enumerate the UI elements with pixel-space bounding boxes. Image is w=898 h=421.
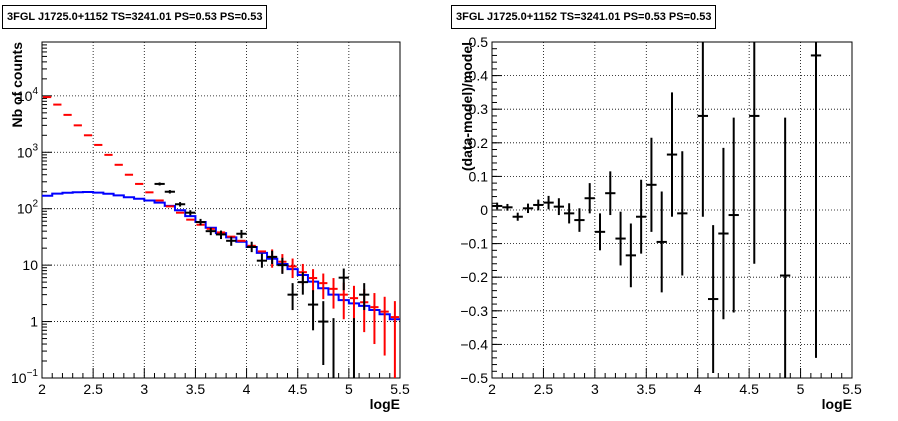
y-tick-label: 0 xyxy=(480,202,488,218)
y-axis-title: Nb of counts xyxy=(9,42,25,128)
plot-frame xyxy=(491,41,853,379)
x-tick-label: 2.5 xyxy=(534,381,554,397)
y-tick-label: 0.4 xyxy=(469,68,489,84)
y-tick-label: 102 xyxy=(17,199,39,217)
y-tick-label: −0.5 xyxy=(460,370,488,386)
y-tick-label: −0.4 xyxy=(460,336,488,352)
x-axis-title: logE xyxy=(822,396,852,412)
x-tick-label: 3.5 xyxy=(186,381,206,397)
y-tick-label: 10 xyxy=(22,257,38,273)
x-tick-label: 4 xyxy=(694,381,702,397)
residuals-chart-title: 3FGL J1725.0+1152 TS=3241.01 PS=0.53 PS=… xyxy=(451,5,717,29)
y-tick-label: 1 xyxy=(30,314,38,330)
x-tick-label: 5.5 xyxy=(842,381,862,397)
counts-chart-title: 3FGL J1725.0+1152 TS=3241.01 PS=0.53 PS=… xyxy=(2,5,268,29)
y-tick-label: 104 xyxy=(17,86,39,104)
y-tick-label: 0.2 xyxy=(469,135,489,151)
x-tick-label: 4.5 xyxy=(288,381,308,397)
y-tick-label: 0.3 xyxy=(469,101,489,117)
plot-series xyxy=(492,42,822,378)
y-tick-label: −0.1 xyxy=(460,236,488,252)
x-tick-label: 3 xyxy=(140,381,148,397)
x-tick-label: 5 xyxy=(797,381,805,397)
y-tick-label: 0.1 xyxy=(469,168,489,184)
y-tick-label: −0.3 xyxy=(460,303,488,319)
y-tick-label: −0.2 xyxy=(460,269,488,285)
y-tick-label: 0.5 xyxy=(469,34,489,50)
x-tick-label: 4 xyxy=(243,381,251,397)
x-tick-label: 2.5 xyxy=(83,381,103,397)
x-tick-label: 4.5 xyxy=(739,381,759,397)
y-tick-label: 103 xyxy=(17,142,39,160)
x-tick-label: 3.5 xyxy=(637,381,657,397)
x-tick-label: 3 xyxy=(591,381,599,397)
x-axis-title: logE xyxy=(370,396,400,412)
plot-area xyxy=(42,42,400,378)
y-tick-label: 10−1 xyxy=(11,368,38,386)
x-tick-label: 2 xyxy=(38,381,46,397)
plot-frame xyxy=(41,41,401,379)
x-tick-label: 5 xyxy=(345,381,353,397)
x-tick-label: 5.5 xyxy=(390,381,410,397)
x-tick-label: 2 xyxy=(488,381,496,397)
y-axis-title: (data-model)/model xyxy=(459,42,475,171)
plot-series xyxy=(42,96,400,378)
